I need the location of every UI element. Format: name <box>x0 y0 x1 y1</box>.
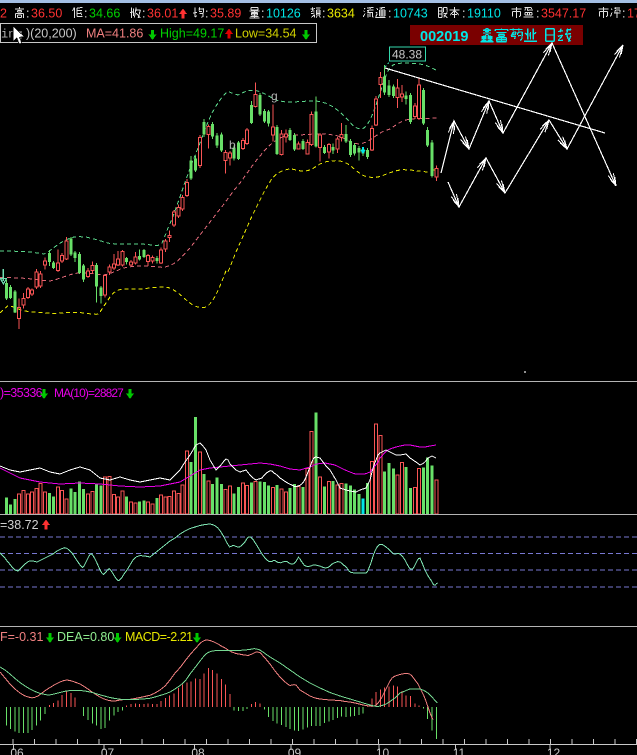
svg-text:DEA=0.80: DEA=0.80 <box>57 630 114 644</box>
svg-text:)(20,200): )(20,200) <box>26 27 77 41</box>
svg-text::: : <box>26 7 29 21</box>
svg-text:12: 12 <box>547 746 561 755</box>
svg-text:11: 11 <box>453 746 466 755</box>
svg-text:34.66: 34.66 <box>89 7 120 21</box>
svg-text::: : <box>462 7 465 21</box>
svg-text::: : <box>536 7 539 21</box>
svg-text:F=-0.31: F=-0.31 <box>0 630 43 644</box>
svg-text:MA=41.86: MA=41.86 <box>86 27 143 41</box>
svg-text::: : <box>388 7 391 21</box>
svg-text::: : <box>205 7 208 21</box>
svg-text:09: 09 <box>288 746 302 755</box>
svg-text:2: 2 <box>0 7 7 21</box>
svg-text:MA(10)=28827: MA(10)=28827 <box>54 386 124 400</box>
svg-text:19110: 19110 <box>467 7 501 21</box>
svg-text:b: b <box>229 138 236 152</box>
svg-text:08: 08 <box>191 746 205 755</box>
svg-text:48.38: 48.38 <box>392 48 422 62</box>
svg-text:Low=34.54: Low=34.54 <box>235 27 297 41</box>
svg-text:3547.17: 3547.17 <box>541 7 586 21</box>
svg-text::: : <box>322 7 325 21</box>
svg-text:36.01: 36.01 <box>147 7 178 21</box>
svg-text:06: 06 <box>10 746 24 755</box>
svg-text:High=49.17: High=49.17 <box>160 27 224 41</box>
svg-text:07: 07 <box>101 746 115 755</box>
svg-text::: : <box>261 7 264 21</box>
svg-text:002019: 002019 <box>420 29 468 45</box>
svg-text:=38.72: =38.72 <box>0 518 39 532</box>
svg-text:g: g <box>271 89 278 103</box>
svg-text::: : <box>84 7 87 21</box>
svg-text:3634: 3634 <box>327 7 355 21</box>
svg-text:10: 10 <box>376 746 390 755</box>
svg-text:35.89: 35.89 <box>210 7 241 21</box>
svg-text::: : <box>142 7 145 21</box>
svg-text::: : <box>622 7 625 21</box>
svg-text:17.89: 17.89 <box>627 7 637 21</box>
svg-text:)=35336: )=35336 <box>0 386 43 400</box>
svg-text:10126: 10126 <box>266 7 301 21</box>
svg-text:10743: 10743 <box>393 7 428 21</box>
svg-text:MACD=-2.21: MACD=-2.21 <box>125 630 193 644</box>
svg-text:36.50: 36.50 <box>31 7 62 21</box>
